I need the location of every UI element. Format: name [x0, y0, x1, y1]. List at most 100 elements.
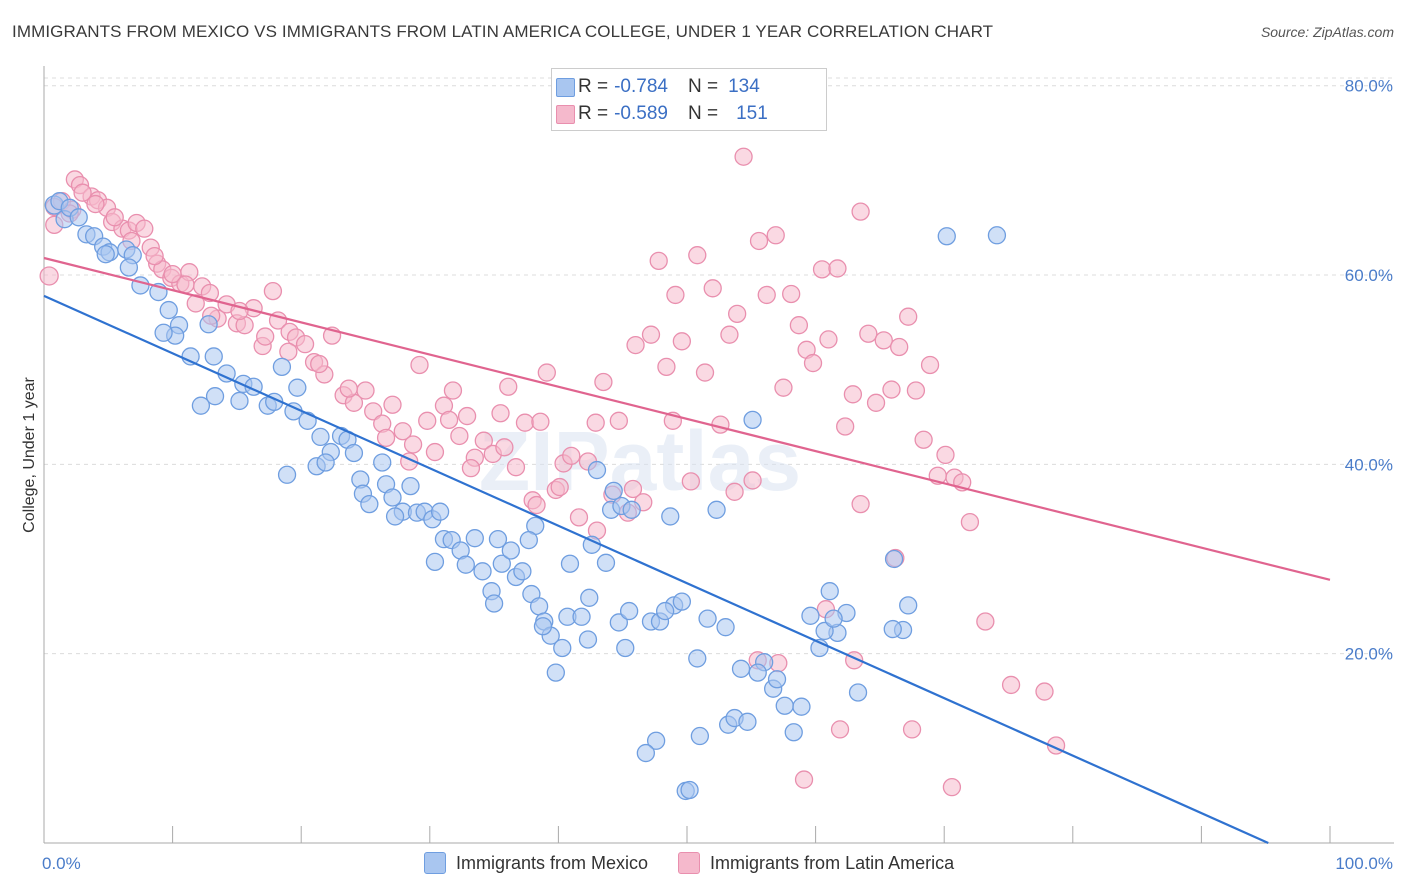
mexico-point [205, 387, 225, 406]
mexico-point [716, 618, 735, 637]
mexico-point [587, 460, 607, 480]
mexico-point [661, 507, 680, 526]
latam-point [830, 720, 850, 739]
mexico-point [848, 683, 868, 702]
latam-point [720, 325, 739, 344]
latam-point [711, 415, 730, 434]
latam-point [1001, 675, 1021, 695]
legend-swatch-latam [678, 852, 701, 874]
mexico-point [373, 453, 392, 472]
mexico-point [619, 601, 639, 621]
mexico-point [154, 323, 173, 342]
latam-point [135, 219, 154, 238]
latam-point [425, 442, 445, 462]
y-tick-label: 20.0% [1345, 645, 1393, 664]
latam-point [499, 377, 518, 396]
latam-point [623, 479, 643, 499]
y-tick-label: 60.0% [1345, 266, 1393, 285]
latam-point [279, 342, 298, 361]
latam-point [86, 194, 105, 214]
mexico-point [204, 347, 223, 366]
mexico-point [636, 743, 655, 763]
latam-point [749, 231, 769, 251]
mexico-point [604, 481, 623, 501]
latam-point [803, 353, 823, 373]
latam-point [1035, 682, 1054, 701]
latam-point [728, 304, 747, 324]
latam-point [851, 494, 870, 514]
gridlines [44, 77, 1394, 655]
latam-point [641, 325, 661, 344]
latam-point [789, 316, 809, 335]
latam-point [295, 334, 315, 354]
mexico-point [96, 245, 115, 264]
mexico-point [815, 621, 834, 641]
mexico-point [616, 638, 635, 658]
latam-point [703, 279, 722, 298]
latam-point [649, 251, 668, 270]
latam-point [73, 183, 92, 202]
latam-point [439, 410, 459, 430]
latam-point [695, 363, 715, 382]
mexico-point [572, 607, 591, 626]
latam-point [836, 417, 855, 436]
latam-point [39, 266, 59, 286]
latam-point [734, 147, 753, 166]
latam-point [942, 778, 962, 797]
latam-point [843, 385, 863, 404]
mexico-point [401, 476, 420, 496]
latam-point [562, 446, 581, 465]
latam-point [443, 381, 463, 400]
n-value-latam: 151 [736, 103, 768, 124]
latam-point [515, 413, 535, 432]
mexico-point [884, 549, 904, 569]
mexico-point [119, 258, 139, 277]
mexico-point [784, 723, 803, 742]
legend-row-latam: R = -0.589 N = 151 [556, 103, 768, 125]
latam-point [851, 202, 870, 221]
n-label: N = [687, 76, 719, 97]
latam-point [256, 327, 275, 346]
mexico-point [609, 613, 628, 632]
mexico-point [230, 391, 249, 411]
mexico-point [546, 663, 565, 682]
mexico-point [425, 552, 445, 572]
latam-point [657, 357, 676, 377]
mexico-point [748, 663, 767, 682]
mexico-point [775, 696, 794, 715]
latam-point [866, 393, 886, 412]
latam-point [364, 402, 383, 421]
latam-point [914, 430, 933, 449]
latam-point [906, 381, 926, 400]
latam-point [890, 337, 909, 357]
mexico-point [820, 582, 839, 601]
latam-point [506, 458, 526, 477]
mexico-point [937, 227, 956, 246]
tick-labels: 20.0% 40.0% 60.0% 80.0% 0.0% 100.0% [42, 77, 1393, 873]
mexico-point [743, 410, 762, 430]
legend-label-mexico: Immigrants from Mexico [456, 852, 649, 873]
latam-point [383, 395, 402, 414]
latam-point [794, 770, 814, 789]
latam-point [491, 404, 510, 423]
latam-point [882, 380, 901, 399]
legend-item-mexico: Immigrants from Mexico [424, 852, 648, 874]
latam-point [757, 285, 776, 305]
latam-point [594, 372, 613, 392]
legend-swatch-latam [556, 105, 575, 124]
series-legend: Immigrants from Mexico Immigrants from L… [424, 852, 984, 874]
latam-point [766, 226, 785, 245]
x-tick-label: 0.0% [42, 854, 81, 873]
latam-point [145, 246, 164, 266]
mexico-point [578, 630, 598, 649]
legend-swatch-mexico [424, 852, 446, 874]
latam-point [531, 412, 550, 431]
mexico-point [492, 554, 511, 573]
latam-point [774, 378, 793, 397]
latam-point [527, 495, 546, 515]
latam-point [403, 435, 423, 454]
latam-point [681, 472, 701, 491]
latam-point [450, 426, 469, 446]
mexico-point [277, 465, 297, 484]
